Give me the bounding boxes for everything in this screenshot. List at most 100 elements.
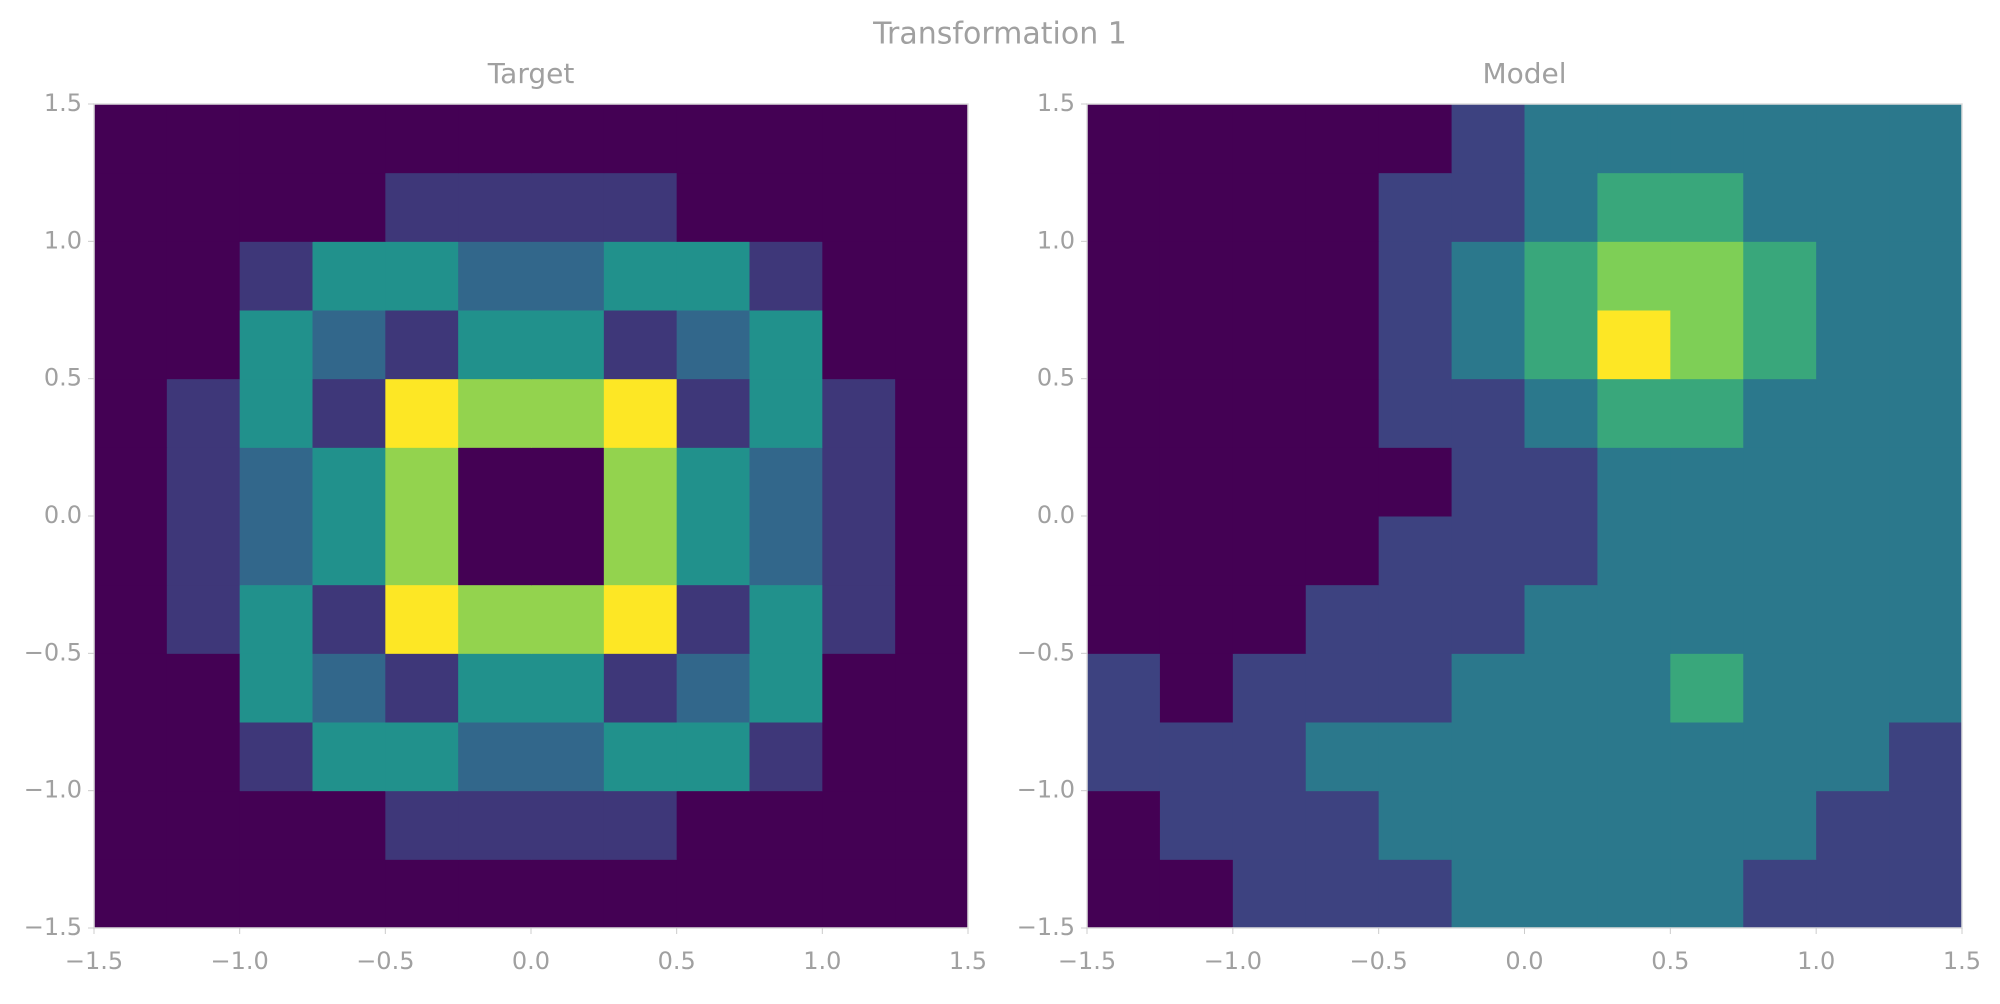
- heatmap-cell: [94, 859, 168, 929]
- heatmap-cell: [1597, 172, 1671, 242]
- heatmap-cell: [822, 722, 896, 792]
- y-tick-label: −0.5: [1017, 638, 1075, 666]
- x-tick-label: 0.0: [1505, 947, 1543, 975]
- heatmap-cell: [1232, 859, 1307, 929]
- heatmap-cell: [531, 516, 605, 586]
- heatmap-cell: [1232, 447, 1307, 517]
- heatmap-cell: [1597, 447, 1671, 517]
- heatmap-cell: [1816, 653, 1890, 723]
- y-tick-label: −1.0: [1017, 776, 1075, 804]
- heatmap-cell: [458, 104, 532, 174]
- heatmap-cell: [895, 172, 969, 242]
- heatmap-cell: [895, 378, 969, 448]
- heatmap-cell: [603, 790, 678, 860]
- x-tick-label: −1.5: [65, 947, 123, 975]
- heatmap-cell: [1087, 516, 1161, 586]
- heatmap-cell: [1305, 859, 1380, 929]
- y-tick-label: −1.5: [24, 913, 82, 941]
- heatmap-cell: [1087, 584, 1161, 654]
- y-tick-label: 0.5: [1037, 364, 1075, 392]
- y-tick-label: 1.0: [1037, 226, 1075, 254]
- heatmap-cell: [822, 378, 896, 448]
- heatmap-cell: [312, 516, 386, 586]
- heatmap-cell: [312, 172, 386, 242]
- heatmap-cell: [676, 310, 750, 380]
- heatmap-cell: [1743, 859, 1817, 929]
- heatmap-cell: [531, 378, 605, 448]
- heatmap-cell: [822, 241, 896, 311]
- heatmap-cell: [1597, 310, 1671, 380]
- heatmap-cell: [1670, 516, 1744, 586]
- heatmap-cell: [385, 172, 459, 242]
- heatmap-cell: [94, 378, 168, 448]
- heatmap-cell: [531, 859, 605, 929]
- heatmap-cell: [1670, 172, 1744, 242]
- heatmap-cell: [1670, 241, 1744, 311]
- heatmap-cell: [1524, 722, 1598, 792]
- heatmap-cell: [239, 241, 313, 311]
- heatmap-cell: [1159, 378, 1234, 448]
- heatmap-cell: [1305, 378, 1380, 448]
- heatmap-cell: [749, 722, 823, 792]
- heatmap-cell: [166, 447, 241, 517]
- x-tick-label: −1.5: [1058, 947, 1116, 975]
- heatmap-cell: [94, 310, 168, 380]
- heatmap-cell: [531, 722, 605, 792]
- heatmap-cell: [749, 653, 823, 723]
- heatmap-cell: [239, 722, 313, 792]
- heatmap-cell: [749, 378, 823, 448]
- heatmap-cell: [1232, 310, 1307, 380]
- heatmap-cell: [1159, 447, 1234, 517]
- heatmap-cell: [1451, 722, 1525, 792]
- heatmap-cell: [94, 584, 168, 654]
- heatmap-cell: [1378, 859, 1453, 929]
- heatmap-cell: [385, 653, 459, 723]
- panel-title: Model: [1482, 57, 1566, 90]
- heatmap-cell: [676, 653, 750, 723]
- heatmap-cell: [1889, 104, 1963, 174]
- heatmap-cell: [166, 790, 241, 860]
- heatmap-cell: [1670, 722, 1744, 792]
- heatmap-cell: [895, 516, 969, 586]
- heatmap-cell: [385, 516, 459, 586]
- heatmap-cell: [1451, 172, 1525, 242]
- heatmap-cell: [895, 104, 969, 174]
- heatmap-cell: [1305, 104, 1380, 174]
- heatmap-cell: [895, 722, 969, 792]
- heatmap-cell: [166, 172, 241, 242]
- heatmap-cell: [94, 653, 168, 723]
- heatmap-cell: [1524, 859, 1598, 929]
- x-tick-label: 1.0: [1797, 947, 1835, 975]
- panel-title: Target: [487, 57, 575, 90]
- heatmap-cell: [1378, 447, 1453, 517]
- x-tick-label: 0.5: [658, 947, 696, 975]
- heatmap-cell: [603, 310, 678, 380]
- heatmap-cell: [1159, 859, 1234, 929]
- heatmap-cell: [1816, 859, 1890, 929]
- heatmap-cell: [94, 241, 168, 311]
- heatmap-cell: [822, 516, 896, 586]
- heatmap-cell: [1159, 104, 1234, 174]
- heatmap-cell: [1159, 653, 1234, 723]
- heatmap-cell: [603, 653, 678, 723]
- heatmap-cell: [312, 104, 386, 174]
- heatmap-cell: [312, 310, 386, 380]
- heatmap-cell: [895, 447, 969, 517]
- x-tick-label: −0.5: [1350, 947, 1408, 975]
- heatmap-cell: [531, 790, 605, 860]
- heatmap-cell: [676, 722, 750, 792]
- heatmap-cell: [166, 859, 241, 929]
- heatmap-cell: [1670, 790, 1744, 860]
- heatmap-cell: [312, 447, 386, 517]
- heatmap-cell: [1816, 241, 1890, 311]
- heatmap-cell: [1597, 790, 1671, 860]
- heatmap-cell: [1670, 378, 1744, 448]
- heatmap-cell: [94, 516, 168, 586]
- heatmap-cell: [1159, 722, 1234, 792]
- heatmap-cell: [1378, 516, 1453, 586]
- heatmap-cell: [1597, 378, 1671, 448]
- heatmap-cell: [239, 172, 313, 242]
- heatmap-cell: [1889, 241, 1963, 311]
- heatmap-cell: [749, 516, 823, 586]
- heatmap-cell: [1451, 859, 1525, 929]
